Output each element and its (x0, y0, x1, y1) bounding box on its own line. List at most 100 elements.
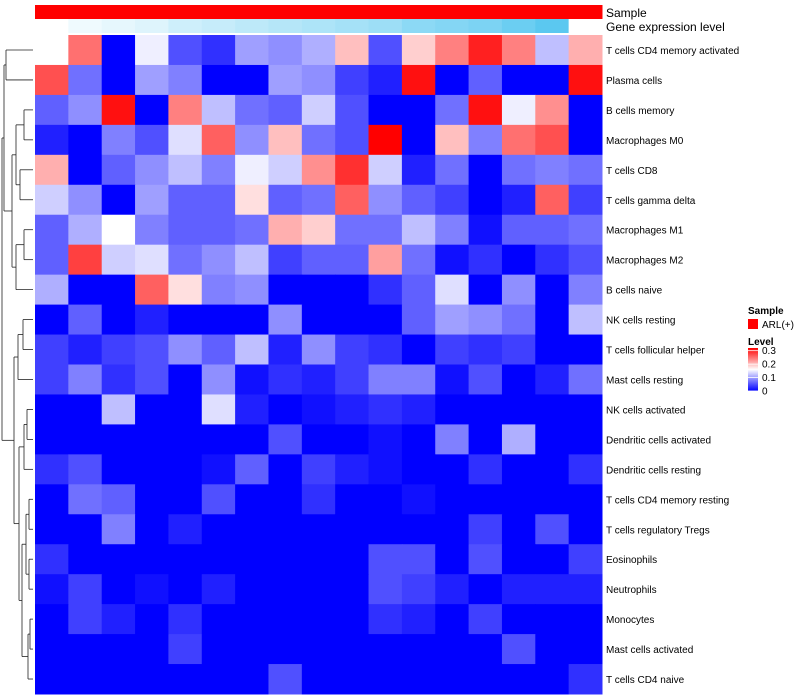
heatmap-cell (301, 304, 336, 336)
heatmap-cell (435, 424, 470, 455)
heatmap-cell (501, 454, 536, 485)
heatmap-cell (401, 364, 436, 395)
heatmap-cell (35, 94, 69, 126)
heatmap-cell (135, 454, 169, 485)
heatmap-cell (168, 244, 203, 276)
heatmap-cell (235, 664, 269, 695)
row-label: T cells regulatory Tregs (606, 525, 710, 536)
expression-track-cell (201, 19, 236, 33)
heatmap-cell (368, 634, 403, 665)
heatmap-cell (135, 664, 169, 695)
heatmap-cell (301, 364, 336, 395)
legend-tick-label: 0.3 (762, 346, 776, 357)
heatmap-cell (501, 304, 536, 336)
sample-track-cell (401, 5, 436, 19)
heatmap-cell (201, 544, 236, 575)
heatmap-cell (35, 664, 69, 695)
heatmap-cell (435, 214, 470, 246)
heatmap-cell (335, 274, 370, 306)
row-dendrogram (1, 49, 33, 680)
heatmap-cell (535, 154, 570, 186)
heatmap-cell (368, 64, 403, 96)
heatmap-cell (201, 424, 236, 455)
heatmap-cell (301, 154, 336, 186)
heatmap-cell (235, 334, 269, 365)
heatmap-cell (135, 244, 169, 276)
heatmap-cell (435, 94, 470, 126)
heatmap-cell (135, 514, 169, 545)
heatmap-cell (301, 244, 336, 276)
heatmap-cell (168, 544, 203, 575)
heatmap-cell (201, 124, 236, 156)
heatmap-cell (268, 364, 303, 395)
heatmap-cell (101, 35, 136, 66)
heatmap-cell (468, 484, 503, 515)
heatmap-cell (135, 424, 169, 455)
heatmap-cell (468, 124, 503, 156)
heatmap-cell (168, 664, 203, 695)
sample-track-cell (368, 5, 403, 19)
row-label: Dendritic cells resting (606, 465, 701, 476)
heatmap-cell (501, 35, 536, 66)
heatmap-cell (468, 184, 503, 216)
heatmap-cell (268, 274, 303, 306)
heatmap-cell (235, 304, 269, 336)
heatmap-cell (35, 35, 69, 66)
heatmap-cell (535, 35, 570, 66)
heatmap-cell (201, 334, 236, 365)
heatmap-cell (101, 214, 136, 246)
heatmap-cell (468, 574, 503, 605)
heatmap-cell (401, 94, 436, 126)
gene-expression-track-label: Gene expression level (606, 20, 725, 34)
heatmap-cell (101, 604, 136, 635)
heatmap-cell (401, 184, 436, 216)
heatmap-cell (301, 514, 336, 545)
sample-track-cell (335, 5, 370, 19)
row-label: NK cells activated (606, 405, 685, 416)
heatmap-cell (201, 274, 236, 306)
heatmap-cell (568, 304, 603, 336)
heatmap-cell (168, 424, 203, 455)
heatmap-cell (135, 184, 169, 216)
sample-annotation-track (35, 5, 603, 19)
heatmap-cell (335, 334, 370, 365)
heatmap-cell (35, 634, 69, 665)
heatmap-cell (101, 304, 136, 336)
heatmap-cell (368, 154, 403, 186)
heatmap-cell (135, 394, 169, 425)
expression-track-cell (568, 19, 603, 33)
heatmap-cell (201, 244, 236, 276)
heatmap-cell (168, 184, 203, 216)
heatmap-cell (301, 604, 336, 635)
heatmap-cell (368, 544, 403, 575)
heatmap-cell (335, 364, 370, 395)
heatmap-cell (535, 214, 570, 246)
legend-sample-swatch (748, 319, 758, 329)
heatmap-cell (368, 394, 403, 425)
heatmap-cell (501, 514, 536, 545)
heatmap-cell (535, 94, 570, 126)
sample-track-cell (535, 5, 570, 19)
legend-sample-entry: ARL(+) (762, 320, 794, 331)
legend-tick-label: 0.1 (762, 373, 776, 384)
sample-track-cell (135, 5, 169, 19)
heatmap-cell (35, 454, 69, 485)
heatmap-cell (368, 214, 403, 246)
heatmap-cell (435, 604, 470, 635)
heatmap-cell (335, 394, 370, 425)
heatmap-cell (35, 574, 69, 605)
heatmap-cell (201, 484, 236, 515)
heatmap-cell (201, 394, 236, 425)
heatmap-cell (268, 514, 303, 545)
legend-tick-label: 0.2 (762, 360, 776, 371)
heatmap-cell (368, 454, 403, 485)
heatmap-cell (68, 214, 103, 246)
heatmap-cell (535, 514, 570, 545)
heatmap-cell (168, 514, 203, 545)
heatmap-cell (401, 35, 436, 66)
heatmap-cell (401, 454, 436, 485)
heatmap-cell (468, 514, 503, 545)
heatmap-cell (501, 604, 536, 635)
heatmap-cell (235, 514, 269, 545)
